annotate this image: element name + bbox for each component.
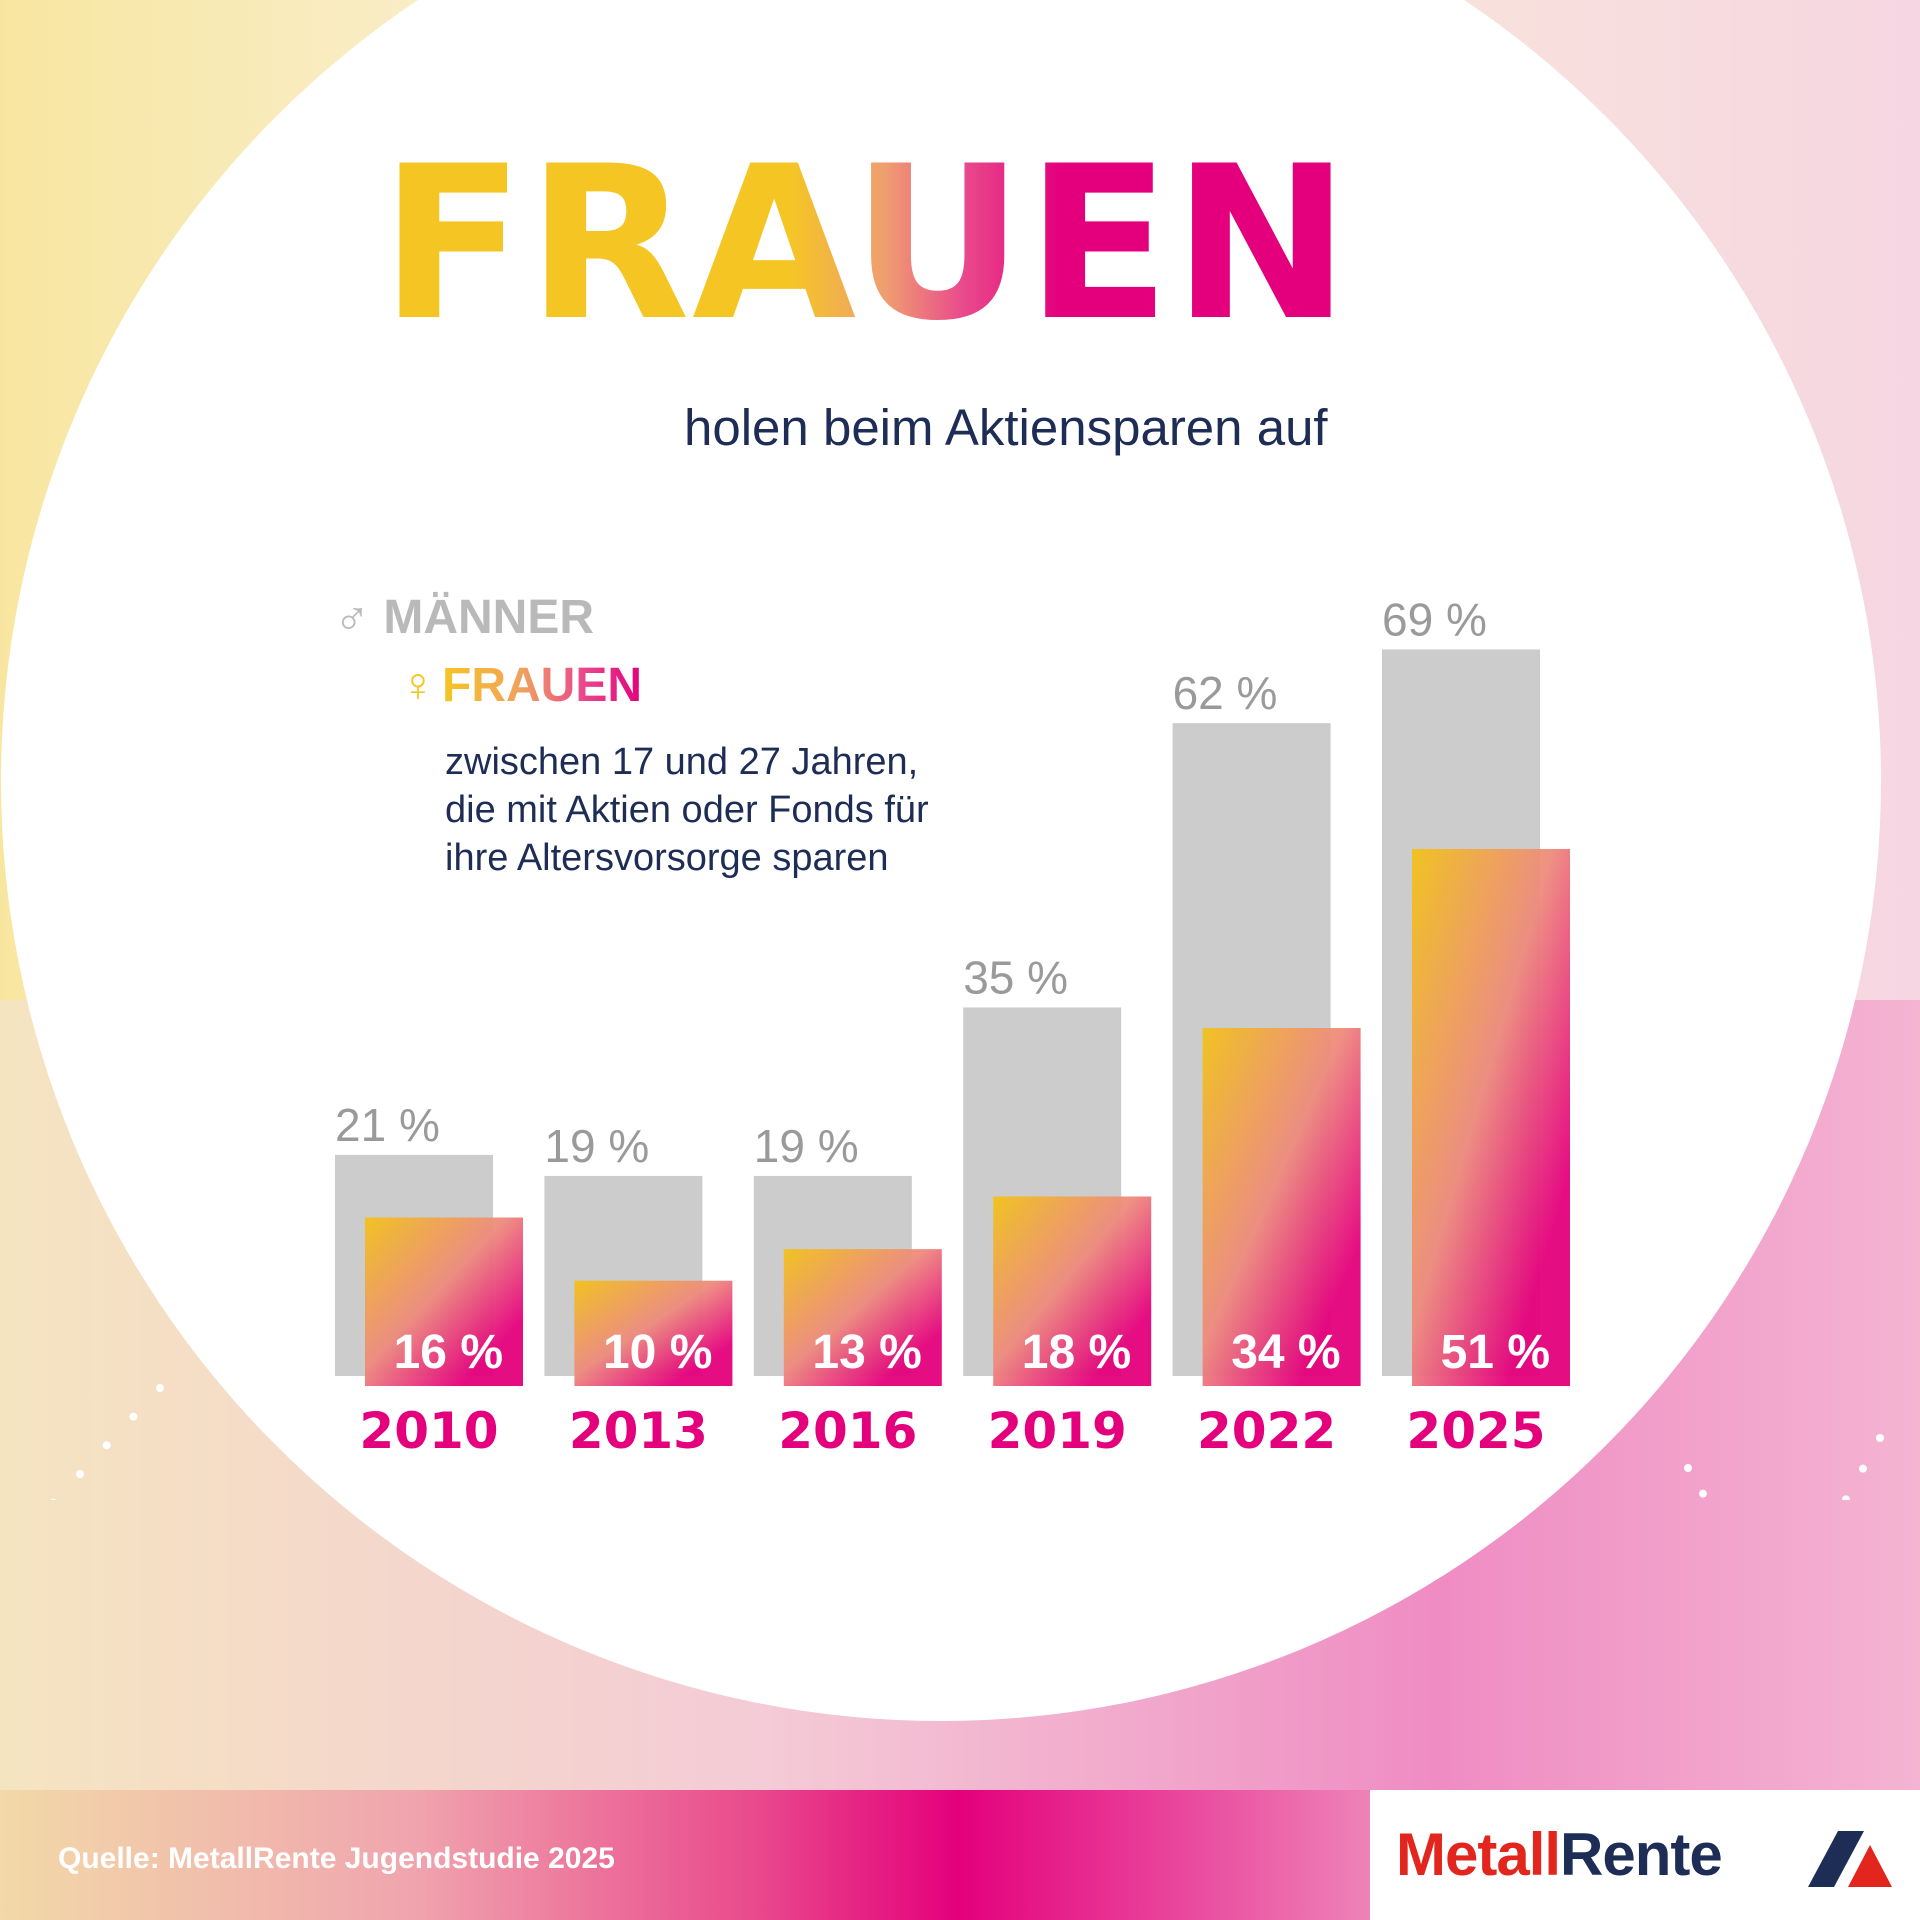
description-line: die mit Aktien oder Fonds für (445, 789, 929, 831)
value-label-frauen: 34 % (1231, 1326, 1340, 1379)
decor-dot (76, 1470, 84, 1478)
subtitle: holen beim Aktiensparen auf (684, 399, 1328, 456)
male-icon: ♂ (334, 591, 370, 644)
logo-mark-icon (1808, 1831, 1892, 1887)
bar-frauen (1202, 1027, 1361, 1386)
metallrente-logo: MetallRente (1396, 1820, 1723, 1889)
headline: FRAUEN (380, 120, 1353, 367)
bar-frauen (1412, 848, 1570, 1386)
bar-frauen (574, 1280, 733, 1386)
bar-frauen (365, 1217, 523, 1386)
year-label: 2010 (359, 1402, 498, 1460)
decor-dot (1859, 1464, 1867, 1473)
logo-text-metall: Metall (1396, 1821, 1561, 1888)
decor-dot (1684, 1464, 1692, 1472)
value-label-maenner: 62 % (1173, 667, 1278, 719)
decor-dot (50, 1498, 57, 1500)
decor-dot (156, 1384, 164, 1392)
decor-dot (1699, 1489, 1707, 1498)
value-label-frauen: 13 % (812, 1326, 921, 1379)
value-label-maenner: 69 % (1382, 593, 1487, 645)
decor-dot (129, 1412, 138, 1421)
description-line: ihre Altersvorsorge sparen (445, 837, 889, 879)
female-icon: ♀ (400, 659, 436, 712)
footer-band (0, 1790, 1370, 1920)
decor-dot (102, 1441, 111, 1450)
year-label: 2019 (988, 1402, 1127, 1460)
value-label-maenner: 19 % (544, 1120, 649, 1172)
year-label: 2025 (1406, 1402, 1545, 1460)
year-label: 2016 (778, 1402, 917, 1460)
value-label-maenner: 19 % (754, 1120, 859, 1172)
legend-male: ♂ MÄNNER (334, 590, 594, 645)
chart-description: zwischen 17 und 27 Jahren, die mit Aktie… (445, 738, 1145, 882)
value-label-frauen: 16 % (394, 1326, 503, 1379)
source-note: Quelle: MetallRente Jugendstudie 2025 (58, 1842, 615, 1875)
legend-male-label: MÄNNER (383, 591, 594, 644)
value-label-frauen: 51 % (1441, 1326, 1550, 1379)
value-label-maenner: 21 % (335, 1099, 440, 1151)
decor-dot (1876, 1434, 1884, 1442)
decor-dot (1842, 1495, 1850, 1500)
value-label-maenner: 35 % (963, 951, 1068, 1003)
value-label-frauen: 18 % (1022, 1326, 1131, 1379)
year-label: 2013 (569, 1402, 708, 1460)
bar-chart: 21 % 16 % 2010 19 % 10 % 2013 19 % 13 % 2016 35 %… (50, 593, 1884, 1500)
bar-frauen (993, 1196, 1152, 1386)
legend-female-label: FRAUEN (442, 659, 642, 712)
bar-frauen (783, 1249, 942, 1386)
year-label: 2022 (1197, 1402, 1336, 1460)
logo-text-rente: Rente (1560, 1821, 1723, 1888)
value-label-frauen: 10 % (603, 1326, 712, 1379)
legend-female: ♀ FRAUEN (400, 658, 642, 713)
description-line: zwischen 17 und 27 Jahren, (445, 741, 919, 783)
